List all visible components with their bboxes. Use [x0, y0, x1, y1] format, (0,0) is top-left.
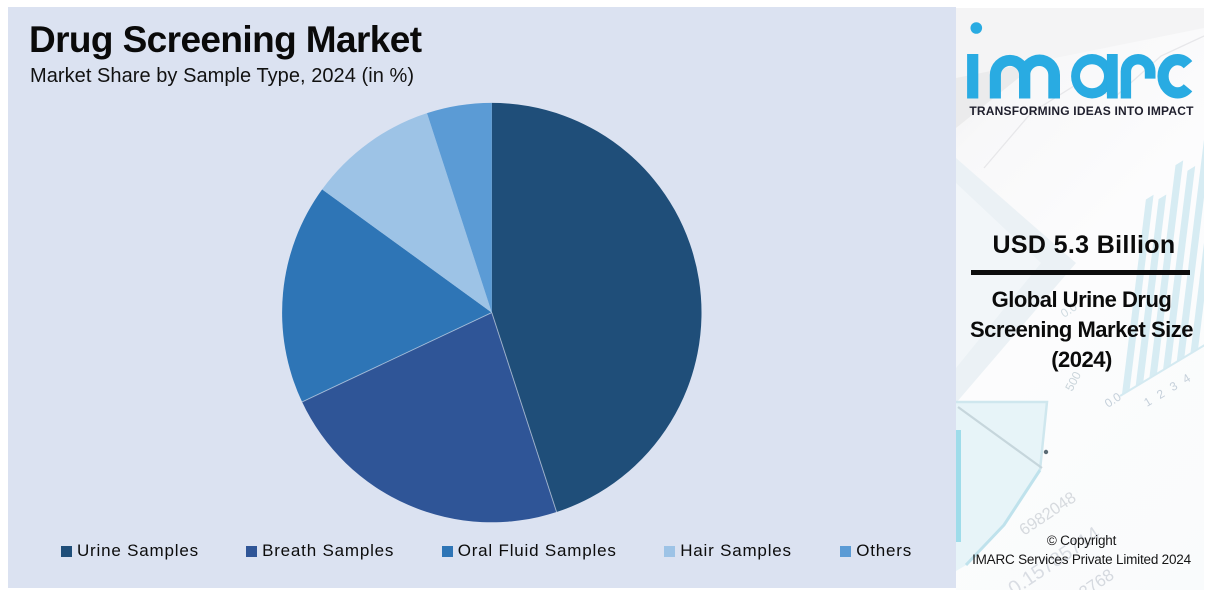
svg-text:1 2 3 4: 1 2 3 4	[1141, 370, 1195, 410]
svg-text:0.0: 0.0	[1102, 390, 1124, 411]
